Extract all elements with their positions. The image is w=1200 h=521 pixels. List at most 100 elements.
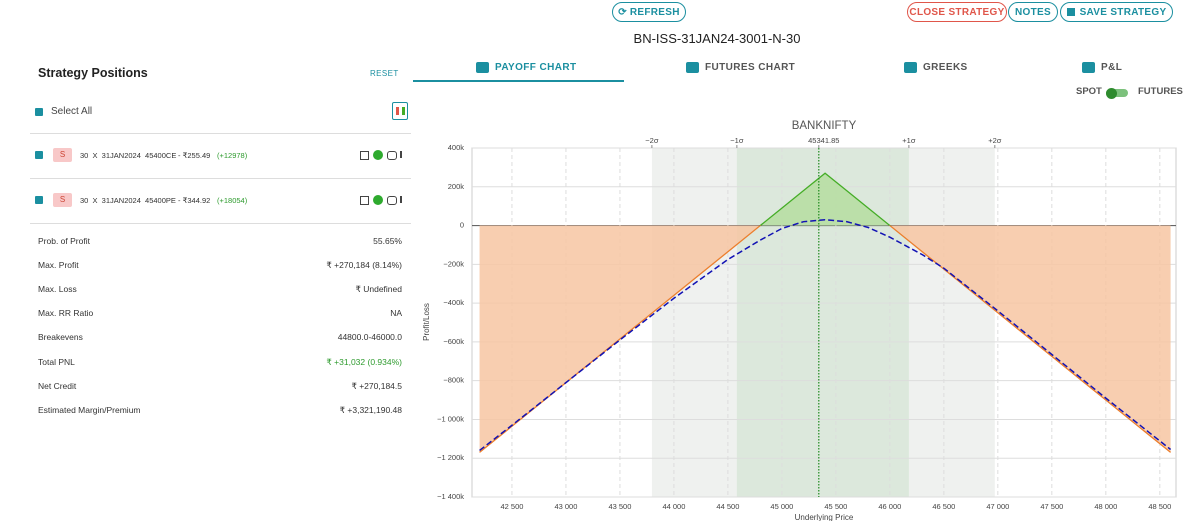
x-tick-label: 47 500 [1040, 502, 1063, 511]
select-all: Select All [51, 106, 93, 117]
stat-value: NA [390, 308, 402, 319]
stat-label: Total PNL [38, 356, 75, 367]
profit-area [760, 173, 890, 226]
edit-icon[interactable] [360, 196, 369, 205]
sort-icon[interactable] [392, 102, 408, 120]
x-tick-label: 43 500 [608, 502, 631, 511]
refresh-button[interactable]: ⟳ REFRESH [612, 2, 686, 22]
x-tick-label: 46 500 [932, 502, 955, 511]
tab[interactable]: GREEKS [904, 62, 968, 73]
stat-value: 44800.0-46000.0 [337, 332, 402, 343]
x2-tick-label: 45341.85 [808, 136, 839, 145]
x2-tick-label: +1σ [902, 136, 916, 145]
toggle-right: FUTURES [1138, 86, 1183, 97]
tab-label: P&L [1101, 62, 1123, 73]
stat-value: ₹ +270,184.5 [351, 380, 402, 391]
tab[interactable]: P&L [1082, 62, 1122, 73]
x-tick-label: 44 000 [662, 502, 685, 511]
active-tab-underline [413, 80, 624, 82]
x-tick-label: 43 000 [554, 502, 577, 511]
tab-label: GREEKS [923, 62, 968, 73]
separator [30, 223, 411, 224]
premium: - ₹344.92 [178, 196, 211, 205]
stat-value: ₹ +270,184 (8.14%) [326, 260, 402, 271]
tab[interactable]: FUTURES CHART [686, 62, 795, 73]
premium: - ₹255.49 [178, 151, 211, 160]
side-badge: S [53, 148, 72, 162]
stat-value: ₹ +31,032 (0.934%) [326, 356, 402, 367]
y-tick-label: −200k [443, 259, 464, 268]
close-button[interactable]: CLOSE STRATEGY [907, 2, 1007, 22]
checkbox[interactable] [35, 196, 43, 204]
refresh-label: REFRESH [629, 6, 680, 18]
position-text: 30 X 31JAN2024 45400PE [80, 196, 176, 205]
status-dot [373, 150, 383, 160]
y-tick-label: 400k [448, 143, 465, 152]
save-label: SAVE STRATEGY [1079, 6, 1167, 18]
x-tick-label: 44 500 [716, 502, 739, 511]
stat-label: Breakevens [38, 332, 83, 343]
status-dot [373, 195, 383, 205]
notes-label: NOTES [1015, 6, 1051, 18]
current-line [479, 218, 1172, 452]
x-tick-label: 48 500 [1148, 502, 1171, 511]
x-axis-label: Underlying Price [795, 513, 854, 521]
y-tick-label: 200k [448, 182, 465, 191]
y-tick-label: −800k [443, 376, 464, 385]
stat-label: Prob. of Profit [38, 236, 90, 246]
x2-tick-label: −2σ [645, 136, 659, 145]
y-tick-label: −1 200k [437, 453, 464, 462]
y-tick-label: −1 400k [437, 492, 464, 501]
loss-area [479, 225, 1171, 453]
y-tick-label: −600k [443, 337, 464, 346]
tab[interactable]: PAYOFF CHART [476, 62, 576, 73]
y-tick-label: 0 [460, 221, 464, 230]
stat-label: Net Credit [38, 380, 77, 391]
y-axis-label: Profit/Loss [422, 303, 431, 341]
swap-icon[interactable] [387, 196, 397, 205]
x-tick-label: 48 000 [1094, 502, 1117, 511]
stat-label: Estimated Margin/Premium [38, 404, 141, 415]
edit-icon[interactable] [360, 151, 369, 160]
payoff-chart: BANKNIFTY Profit/Loss Underlying Price 4… [422, 120, 1177, 521]
stat-label: Max. Loss [38, 284, 77, 295]
toggle[interactable] [1106, 87, 1128, 99]
checkbox[interactable] [35, 151, 43, 159]
exit-icon[interactable] [400, 196, 410, 203]
x2-tick-label: −1σ [730, 136, 744, 145]
exit-icon[interactable] [400, 151, 410, 158]
stat-label: Max. RR Ratio [38, 308, 94, 319]
position-text: 30 X 31JAN2024 45400CE [80, 151, 177, 160]
tab-label: FUTURES CHART [705, 62, 796, 73]
toggle-left: SPOT [1076, 86, 1102, 97]
stat-label: Max. Profit [38, 260, 79, 271]
position-pnl: (+12978) [217, 151, 248, 160]
x-tick-label: 46 000 [878, 502, 901, 511]
close-label: CLOSE STRATEGY [909, 6, 1005, 18]
x-tick-label: 45 500 [824, 502, 847, 511]
x-tick-label: 45 000 [770, 502, 793, 511]
notes-button[interactable]: NOTES [1008, 2, 1058, 22]
payoff-line-profit [759, 172, 891, 226]
separator [30, 178, 411, 179]
tab-label: PAYOFF CHART [495, 62, 577, 73]
strategy-title: BN-ISS-31JAN24-3001-N-30 [633, 31, 801, 46]
separator [30, 133, 411, 134]
save-button[interactable]: SAVE STRATEGY [1060, 2, 1173, 22]
x-tick-label: 47 000 [986, 502, 1009, 511]
y-tick-label: −1 000k [437, 414, 464, 423]
stat-value: ₹ +3,321,190.48 [339, 404, 402, 415]
y-tick-label: −400k [443, 298, 464, 307]
stat-value: 55.65% [373, 236, 402, 246]
chart-title: BANKNIFTY [792, 120, 857, 132]
reset-button[interactable]: RESET [370, 69, 399, 78]
payoff-line-loss [479, 225, 1172, 453]
side-badge: S [53, 193, 72, 207]
swap-icon[interactable] [387, 151, 397, 160]
checkbox[interactable] [35, 108, 43, 116]
stat-value: ₹ Undefined [355, 284, 402, 295]
x-tick-label: 42 500 [500, 502, 523, 511]
x2-tick-label: +2σ [988, 136, 1002, 145]
panel-title: Strategy Positions [38, 66, 148, 80]
